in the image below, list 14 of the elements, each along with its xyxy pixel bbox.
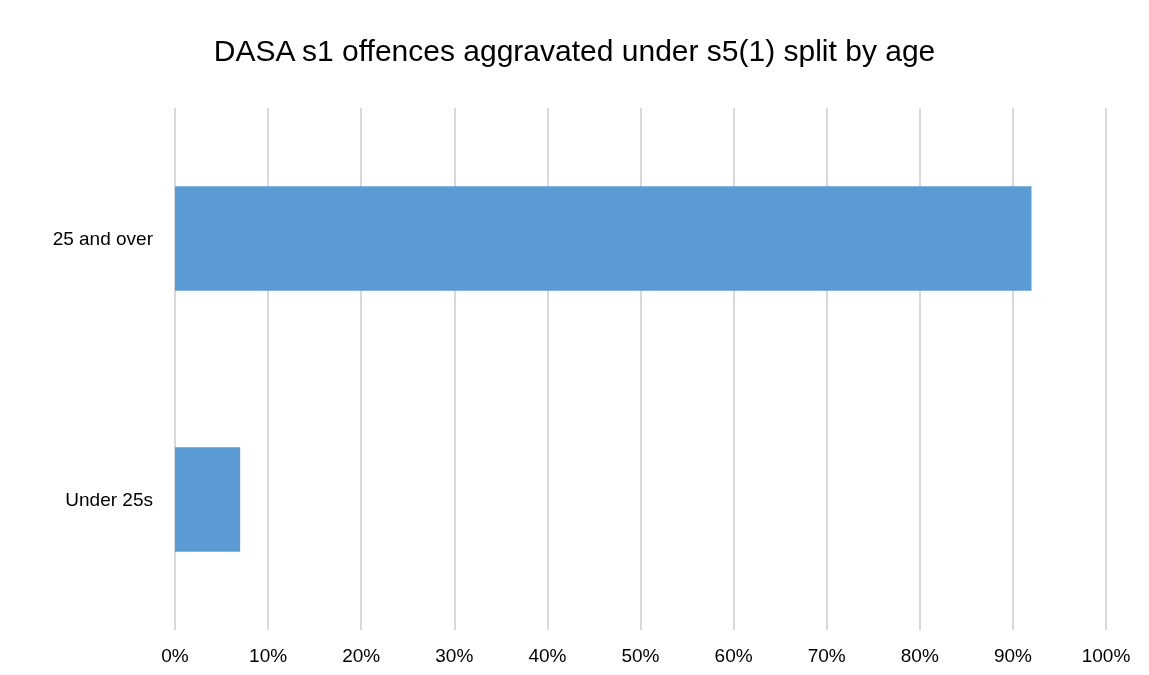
x-tick-label: 60% [714,645,753,666]
x-tick-label: 90% [993,645,1033,666]
x-tick-label: 80% [900,645,939,666]
x-tick-label: 20% [342,645,381,666]
x-tick-label: 50% [621,645,660,666]
x-tick-label: 40% [528,645,567,666]
chart-title: DASA s1 offences aggravated under s5(1) split by age [213,33,936,67]
y-tick-label: 25 and over [52,228,154,249]
x-tick-label: 0% [161,645,189,666]
x-tick-label: 30% [435,645,474,666]
x-tick-label: 70% [807,645,846,666]
x-tick-label: 100% [1081,645,1131,666]
y-tick-label: Under 25s [65,489,153,510]
x-tick-label: 10% [249,645,288,666]
